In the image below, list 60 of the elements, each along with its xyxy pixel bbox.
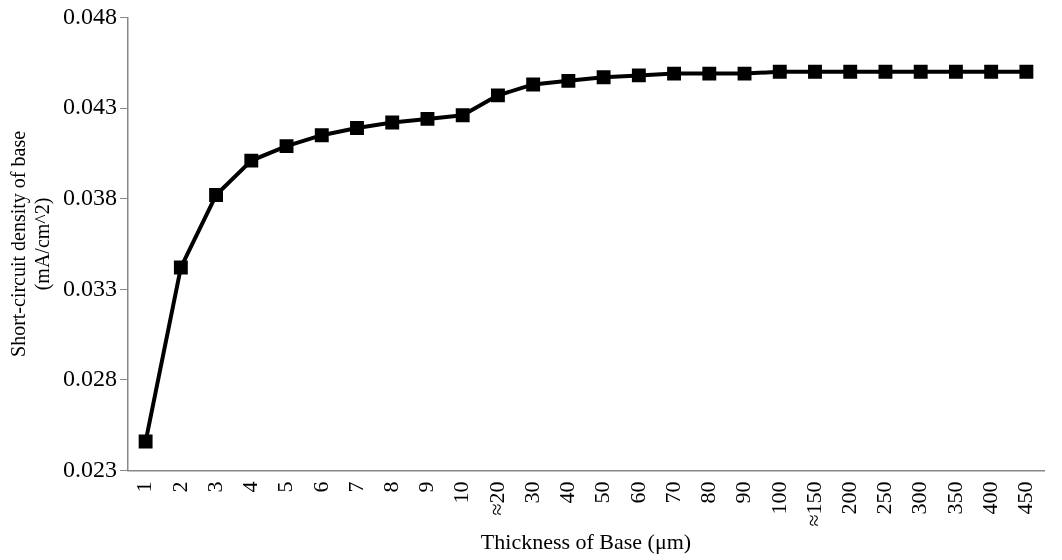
point (490, 88, 505, 103)
x-tick-label: 9 (413, 481, 439, 493)
x-tick-label: 50 (589, 481, 615, 504)
point (843, 64, 858, 79)
x-tick-label: 70 (659, 481, 685, 504)
y-tick-label: 0.043 (63, 93, 117, 120)
point (173, 260, 188, 275)
x-tick-label: 30 (518, 481, 544, 504)
point (1019, 64, 1034, 79)
point (138, 434, 153, 449)
x-tick-label: 10 (448, 481, 474, 504)
point (455, 108, 470, 123)
point (209, 188, 224, 202)
x-axis-title: Thickness of Base (μm) (480, 528, 692, 554)
x-tick-label: 7 (342, 481, 368, 493)
y-tick-label: 0.038 (63, 183, 117, 210)
point (561, 73, 576, 88)
x-tick-label: 350 (941, 481, 967, 515)
y-tick-label: 0.033 (63, 274, 117, 301)
point (385, 115, 400, 130)
point (667, 66, 682, 81)
x-tick-label: 450 (1012, 481, 1038, 515)
y-axis-title: Short-circuit density of base (mA/cm^2) (7, 130, 55, 357)
point (878, 64, 893, 79)
x-tick-label: 1 (131, 481, 157, 493)
point (350, 121, 364, 135)
x-tick-label: 3 (201, 481, 227, 493)
x-tick-label: 80 (695, 481, 721, 504)
x-tick-label: 5 (272, 481, 298, 493)
point (737, 66, 752, 81)
point (913, 64, 928, 79)
x-tick-label: ≈20 (483, 481, 509, 516)
point (948, 64, 963, 79)
point (526, 77, 541, 92)
x-tick-label: 6 (307, 481, 333, 493)
x-tick-label: 40 (554, 481, 580, 504)
x-tick-label: 400 (976, 481, 1002, 515)
point (808, 64, 822, 79)
point (772, 64, 787, 79)
y-tick-label: 0.028 (63, 365, 117, 392)
point (596, 70, 611, 85)
x-tick-label: 100 (765, 481, 791, 515)
x-tick-label: 200 (836, 481, 862, 515)
point (984, 64, 999, 79)
x-tick-label: 250 (871, 481, 897, 515)
point (244, 153, 259, 168)
x-tick-label: ≈150 (800, 481, 826, 527)
point (702, 66, 717, 81)
point (314, 128, 329, 143)
x-tick-label: 300 (906, 481, 932, 515)
x-tick-label: 4 (237, 481, 263, 493)
point (631, 68, 646, 83)
x-tick-label: 60 (624, 481, 650, 504)
y-tick-label: 0.023 (63, 455, 117, 482)
y-tick-label: 0.048 (63, 2, 117, 29)
x-tick-label: 2 (166, 481, 192, 493)
x-tick-label: 8 (378, 481, 404, 493)
point (420, 111, 435, 126)
x-tick-label: 90 (730, 481, 756, 504)
point (279, 139, 294, 154)
